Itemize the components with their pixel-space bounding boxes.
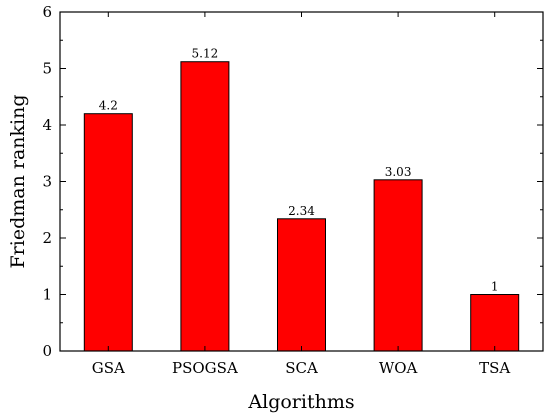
x-tick-label-woa: WOA: [379, 359, 418, 377]
y-tick-label: 4: [42, 116, 52, 134]
value-labels-group: 4.2 5.12 2.34 3.03 1: [99, 47, 499, 294]
y-tick-label: 0: [42, 342, 52, 360]
bar-woa: [373, 179, 423, 352]
y-tick-label: 1: [42, 286, 52, 304]
value-label-tsa: 1: [491, 280, 499, 294]
value-label-woa: 3.03: [385, 165, 412, 179]
x-axis-ticks: GSA PSOGSA SCA WOA TSA: [92, 12, 510, 377]
x-tick-label-sca: SCA: [285, 359, 318, 377]
bar-psogsa: [180, 61, 230, 352]
x-tick-label-gsa: GSA: [92, 359, 125, 377]
x-tick-label-tsa: TSA: [479, 359, 510, 377]
bar-gsa: [83, 113, 133, 352]
y-tick-label: 2: [42, 229, 52, 247]
x-axis-title: Algorithms: [247, 391, 354, 413]
value-label-sca: 2.34: [288, 204, 315, 218]
value-label-psogsa: 5.12: [192, 47, 219, 61]
y-axis-ticks: 0 1 2 3 4 5 6: [42, 3, 543, 360]
bar-tsa: [470, 294, 520, 352]
x-tick-label-psogsa: PSOGSA: [172, 359, 238, 377]
y-axis-title: Friedman ranking: [7, 94, 29, 268]
bar-sca: [277, 218, 326, 352]
value-label-gsa: 4.2: [99, 99, 118, 113]
y-tick-label: 3: [42, 173, 52, 191]
y-tick-label: 6: [42, 3, 52, 21]
y-tick-label: 5: [42, 60, 52, 78]
bars-group: [83, 61, 520, 352]
